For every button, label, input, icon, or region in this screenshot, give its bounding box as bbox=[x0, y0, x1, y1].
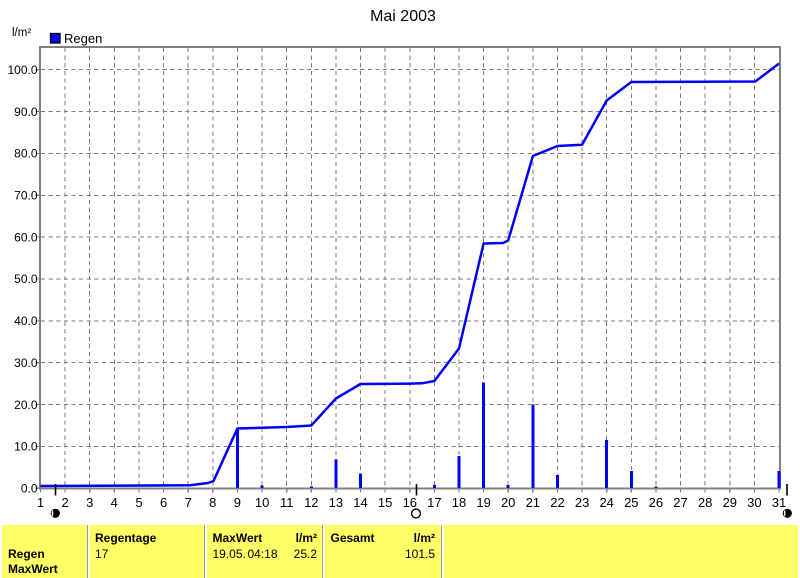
svg-text:10: 10 bbox=[255, 495, 269, 510]
svg-text:24: 24 bbox=[599, 495, 613, 510]
svg-text:0.0: 0.0 bbox=[21, 482, 38, 496]
svg-text:Mai 2003: Mai 2003 bbox=[370, 8, 436, 25]
svg-text:20.0: 20.0 bbox=[14, 398, 38, 412]
svg-text:40.0: 40.0 bbox=[14, 314, 38, 328]
svg-text:80.0: 80.0 bbox=[14, 147, 38, 161]
svg-text:3: 3 bbox=[86, 495, 93, 510]
svg-text:1: 1 bbox=[37, 495, 44, 510]
svg-text:4: 4 bbox=[111, 495, 118, 510]
svg-text:27: 27 bbox=[673, 495, 687, 510]
svg-text:7: 7 bbox=[185, 495, 192, 510]
svg-text:70.0: 70.0 bbox=[14, 189, 38, 203]
svg-text:19: 19 bbox=[476, 495, 490, 510]
svg-text:11: 11 bbox=[280, 495, 294, 510]
svg-text:25: 25 bbox=[624, 495, 638, 510]
svg-text:23: 23 bbox=[575, 495, 589, 510]
svg-text:15: 15 bbox=[378, 495, 392, 510]
svg-text:31: 31 bbox=[772, 495, 786, 510]
svg-text:5: 5 bbox=[135, 495, 142, 510]
svg-text:l/m²: l/m² bbox=[12, 27, 31, 39]
svg-text:8: 8 bbox=[209, 495, 216, 510]
svg-text:60.0: 60.0 bbox=[14, 230, 38, 244]
svg-text:22: 22 bbox=[550, 495, 564, 510]
svg-text:16: 16 bbox=[403, 495, 417, 510]
svg-text:9: 9 bbox=[234, 495, 241, 510]
svg-text:17: 17 bbox=[427, 495, 441, 510]
svg-text:Regen: Regen bbox=[64, 31, 102, 46]
svg-text:28: 28 bbox=[698, 495, 712, 510]
svg-text:26: 26 bbox=[649, 495, 663, 510]
svg-text:20: 20 bbox=[501, 495, 515, 510]
svg-text:14: 14 bbox=[353, 495, 367, 510]
svg-text:21: 21 bbox=[526, 495, 540, 510]
svg-text:29: 29 bbox=[723, 495, 737, 510]
svg-text:90.0: 90.0 bbox=[14, 105, 38, 119]
svg-text:6: 6 bbox=[160, 495, 167, 510]
svg-text:30.0: 30.0 bbox=[14, 356, 38, 370]
svg-text:100.0: 100.0 bbox=[7, 63, 37, 77]
svg-text:18: 18 bbox=[452, 495, 466, 510]
svg-text:10.0: 10.0 bbox=[14, 440, 38, 454]
svg-text:30: 30 bbox=[747, 495, 761, 510]
svg-text:50.0: 50.0 bbox=[14, 272, 38, 286]
svg-text:13: 13 bbox=[329, 495, 343, 510]
svg-text:2: 2 bbox=[61, 495, 68, 510]
svg-text:12: 12 bbox=[304, 495, 318, 510]
